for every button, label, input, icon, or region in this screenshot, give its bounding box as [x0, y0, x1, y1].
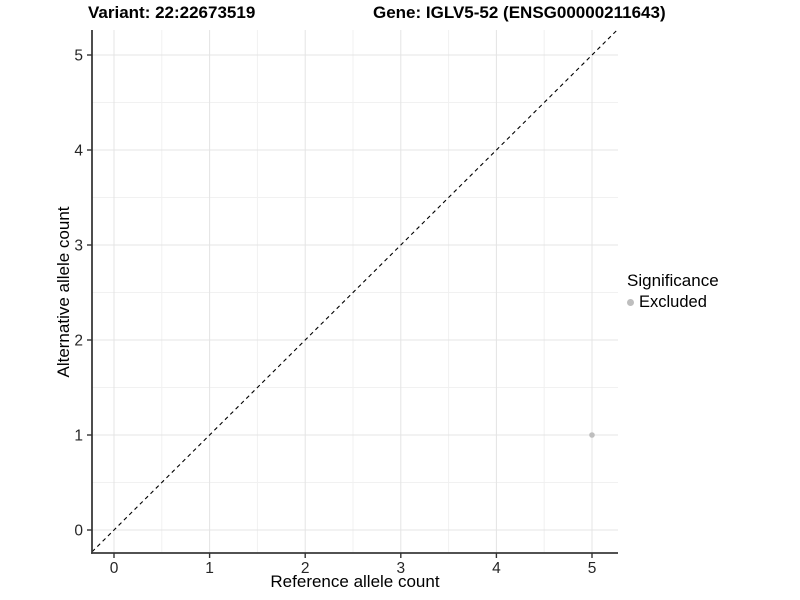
- legend-title: Significance: [627, 271, 719, 290]
- axis-ticks: [87, 54, 593, 558]
- identity-line: [91, 29, 618, 553]
- axis-lines: [91, 30, 618, 554]
- gridlines-major: [92, 30, 618, 553]
- plot-title-variant: Variant: 22:22673519: [88, 3, 256, 22]
- plot-title-gene: Gene: IGLV5-52 (ENSG00000211643): [373, 3, 666, 22]
- legend: Significance Excluded: [627, 271, 719, 312]
- x-tick-label: 1: [205, 560, 214, 577]
- x-tick-label: 5: [588, 560, 597, 577]
- identity-dashed-line: [91, 29, 618, 553]
- x-tick-label: 0: [110, 560, 119, 577]
- y-tick-label: 4: [74, 143, 83, 160]
- x-tick-label: 3: [396, 560, 405, 577]
- y-tick-label: 0: [74, 523, 83, 540]
- y-tick-label: 3: [74, 238, 83, 255]
- legend-entry-excluded: Excluded: [627, 293, 719, 312]
- y-axis-title: Alternative allele count: [54, 206, 73, 378]
- gridlines-minor: [92, 30, 618, 553]
- data-point: [589, 432, 595, 438]
- legend-entry-label: Excluded: [639, 293, 707, 311]
- x-tick-label: 2: [301, 560, 310, 577]
- legend-point-icon: [627, 299, 634, 306]
- data-points: [589, 432, 595, 438]
- x-tick-label: 4: [492, 560, 501, 577]
- y-tick-label: 2: [74, 333, 83, 350]
- axis-tick-labels: 0 1 2 3 4 5 0 1 2 3 4 5: [74, 48, 596, 578]
- y-tick-label: 1: [74, 428, 83, 445]
- x-axis-title: Reference allele count: [270, 572, 440, 591]
- y-tick-label: 5: [74, 48, 83, 65]
